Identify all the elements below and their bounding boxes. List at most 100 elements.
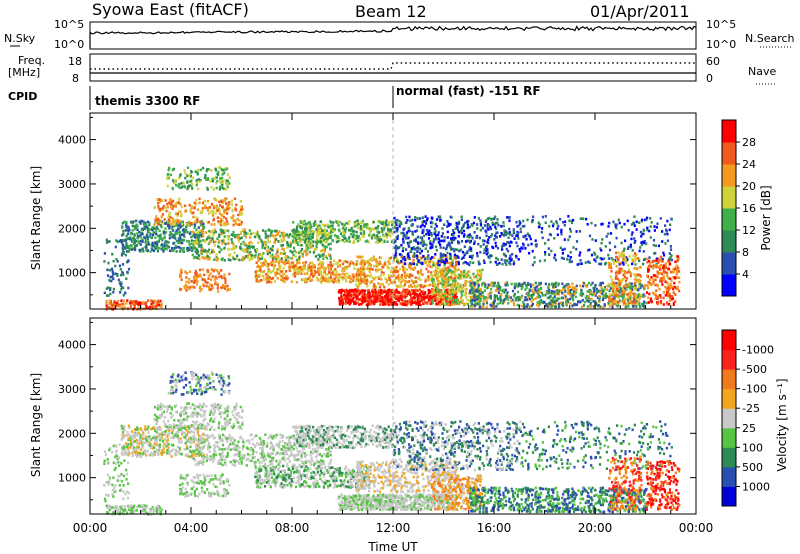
- scatter-point: [348, 220, 350, 223]
- scatter-point: [413, 290, 415, 293]
- scatter-point: [297, 271, 299, 274]
- scatter-point: [642, 233, 644, 236]
- scatter-point: [495, 232, 497, 235]
- scatter-point: [497, 258, 499, 261]
- scatter-point: [602, 282, 604, 285]
- scatter-point: [669, 252, 671, 255]
- scatter-point: [219, 204, 221, 207]
- nave-label: Nave: [748, 65, 776, 78]
- scatter-point: [414, 219, 416, 222]
- scatter-point: [354, 237, 356, 240]
- scatter-point: [215, 168, 217, 171]
- scatter-point: [442, 254, 444, 257]
- scatter-point: [178, 237, 180, 240]
- scatter-point: [439, 264, 441, 267]
- scatter-point: [313, 264, 315, 267]
- scatter-point: [219, 210, 221, 213]
- scatter-point: [460, 277, 462, 280]
- scatter-point: [372, 228, 374, 231]
- scatter-point: [557, 225, 559, 228]
- scatter-point: [157, 250, 159, 253]
- scatter-point: [403, 289, 405, 292]
- scatter-point: [370, 264, 372, 267]
- scatter-point: [380, 278, 382, 281]
- scatter-point: [174, 205, 176, 208]
- scatter-point: [474, 231, 476, 234]
- scatter-point: [514, 237, 516, 240]
- scatter-point: [582, 285, 584, 288]
- scatter-point: [412, 232, 414, 235]
- scatter-point: [205, 231, 207, 234]
- scatter-point: [335, 270, 337, 273]
- scatter-point: [472, 262, 474, 265]
- scatter-point: [439, 303, 441, 306]
- scatter-point: [200, 244, 202, 247]
- scatter-point: [448, 295, 450, 298]
- scatter-point: [351, 227, 353, 230]
- scatter-point: [172, 234, 174, 237]
- scatter-point: [280, 244, 282, 247]
- scatter-point: [449, 291, 451, 294]
- scatter-point: [425, 244, 427, 247]
- scatter-point: [409, 251, 411, 254]
- scatter-point: [194, 236, 196, 239]
- scatter-point: [345, 292, 347, 295]
- scatter-point: [552, 297, 554, 300]
- scatter-point: [507, 284, 509, 287]
- scatter-point: [438, 276, 440, 279]
- scatter-point: [268, 250, 270, 253]
- scatter-point: [355, 263, 357, 266]
- scatter-point: [223, 199, 225, 202]
- scatter-point: [146, 305, 148, 308]
- scatter-point: [174, 222, 176, 225]
- scatter-point: [496, 218, 498, 221]
- scatter-point: [327, 281, 329, 284]
- scatter-point: [496, 222, 498, 225]
- scatter-point: [648, 230, 650, 233]
- scatter-point: [414, 302, 416, 305]
- scatter-point: [391, 275, 393, 278]
- scatter-point: [221, 200, 223, 203]
- scatter-point: [641, 303, 643, 306]
- scatter-point: [481, 283, 483, 286]
- scatter-point: [430, 232, 432, 235]
- scatter-point: [126, 235, 128, 238]
- scatter-point: [535, 239, 537, 242]
- scatter-point: [170, 206, 172, 209]
- scatter-point: [569, 228, 571, 231]
- scatter-point: [473, 242, 475, 245]
- scatter-point: [526, 299, 528, 302]
- scatter-point: [317, 258, 319, 261]
- scatter-point: [140, 236, 142, 239]
- scatter-point: [518, 296, 520, 299]
- scatter-point: [600, 286, 602, 289]
- scatter-point: [331, 272, 333, 275]
- scatter-point: [381, 266, 383, 269]
- scatter-point: [231, 238, 233, 241]
- scatter-point: [384, 295, 386, 298]
- scatter-point: [175, 232, 177, 235]
- scatter-point: [443, 223, 445, 226]
- scatter-point: [241, 249, 243, 252]
- scatter-point: [301, 269, 303, 272]
- scatter-point: [240, 231, 242, 234]
- scatter-point: [409, 294, 411, 297]
- scatter-point: [590, 302, 592, 305]
- scatter-point: [357, 301, 359, 304]
- scatter-point: [440, 246, 442, 249]
- scatter-point: [427, 270, 429, 273]
- scatter-point: [381, 223, 383, 226]
- scatter-point: [414, 266, 416, 269]
- nsearch-tick-top: 10^5: [706, 18, 736, 31]
- scatter-point: [517, 237, 519, 240]
- scatter-point: [266, 246, 268, 249]
- scatter-point: [567, 255, 569, 258]
- scatter-point: [502, 289, 504, 292]
- scatter-point: [328, 243, 330, 246]
- scatter-point: [159, 230, 161, 233]
- scatter-point: [479, 263, 481, 266]
- scatter-point: [195, 239, 197, 242]
- scatter-point: [288, 262, 290, 265]
- scatter-point: [557, 284, 559, 287]
- scatter-point: [184, 172, 186, 175]
